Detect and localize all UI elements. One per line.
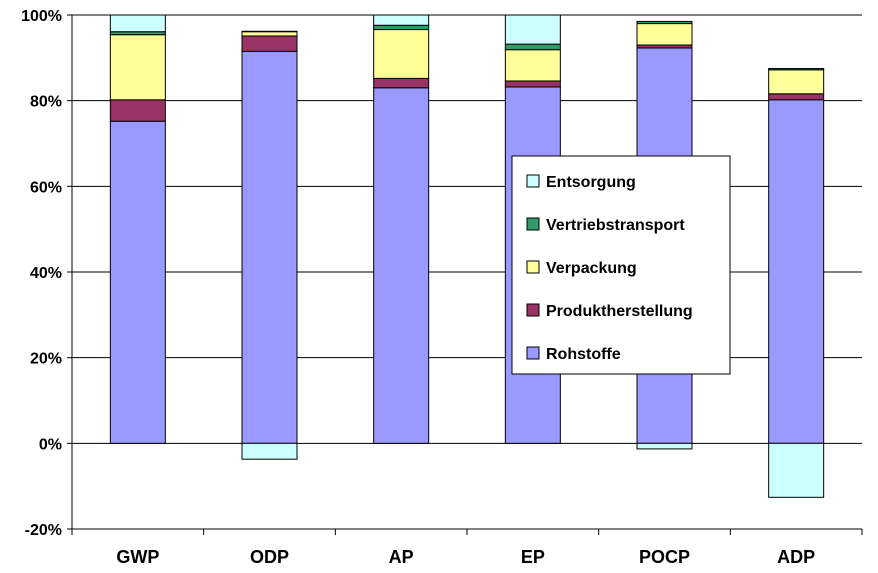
bar-segment-gwp-entsorgung <box>110 15 165 32</box>
x-category-label: AP <box>389 547 414 567</box>
x-category-labels: GWP ODP AP EP POCP ADP <box>116 547 815 567</box>
x-category-label: ODP <box>250 547 289 567</box>
legend-swatch <box>527 218 539 230</box>
bar-segment-gwp-verpackung <box>110 35 165 100</box>
bar-segment-odp-rohstoffe <box>242 51 297 443</box>
bar-segment-adp-vertriebstransport <box>769 69 824 70</box>
bar-segment-ep-entsorgung <box>505 15 560 44</box>
legend-swatch <box>527 347 539 359</box>
bar-segment-odp-entsorgung <box>242 443 297 459</box>
bar-segment-ep-vertriebstransport <box>505 44 560 50</box>
legend-swatch <box>527 304 539 316</box>
legend-label: Produktherstellung <box>546 303 693 320</box>
bar-segment-ep-produktherstellung <box>505 81 560 87</box>
bar-segment-adp-rohstoffe <box>769 100 824 444</box>
legend-label: Verpackung <box>546 260 637 277</box>
bar-segment-gwp-produktherstellung <box>110 100 165 121</box>
bar-segment-ap-rohstoffe <box>374 88 429 444</box>
y-tick-label: 40% <box>30 265 62 282</box>
y-tick-label: 60% <box>30 179 62 196</box>
bar-segment-pocp-vertriebstransport <box>637 21 692 23</box>
y-tick-label: 80% <box>30 94 62 111</box>
y-tick-labels: -20% 0% 20% 40% 60% 80% 100% <box>21 8 62 539</box>
bar-segment-ap-verpackung <box>374 30 429 79</box>
bar-segment-adp-entsorgung <box>769 443 824 497</box>
y-tick-label: 20% <box>30 351 62 368</box>
y-tick-label: 0% <box>39 436 62 453</box>
axes <box>67 15 862 535</box>
bar-segment-gwp-rohstoffe <box>110 121 165 443</box>
bar-segment-ep-verpackung <box>505 50 560 81</box>
bar-segment-pocp-verpackung <box>637 24 692 45</box>
bar-segment-adp-produktherstellung <box>769 94 824 100</box>
bar-segment-ap-produktherstellung <box>374 78 429 87</box>
legend: Entsorgung Vertriebstransport Verpackung Pr… <box>512 156 730 374</box>
bar-segment-ap-entsorgung <box>374 15 429 25</box>
bar-segment-adp-verpackung <box>769 70 824 94</box>
gridlines <box>72 15 862 529</box>
y-tick-label: 100% <box>21 8 62 25</box>
bar-segment-odp-verpackung <box>242 32 297 36</box>
x-category-label: ADP <box>777 547 815 567</box>
legend-swatch <box>527 261 539 273</box>
legend-label: Entsorgung <box>546 174 636 191</box>
bar-segment-pocp-entsorgung <box>637 443 692 449</box>
x-category-label: POCP <box>639 547 690 567</box>
x-category-label: EP <box>521 547 545 567</box>
legend-label: Rohstoffe <box>546 346 621 363</box>
legend-swatch <box>527 175 539 187</box>
y-tick-label: -20% <box>25 522 62 539</box>
legend-label: Vertriebstransport <box>546 217 685 234</box>
bar-segment-odp-produktherstellung <box>242 36 297 51</box>
x-category-label: GWP <box>116 547 159 567</box>
bar-segment-ap-vertriebstransport <box>374 25 429 29</box>
